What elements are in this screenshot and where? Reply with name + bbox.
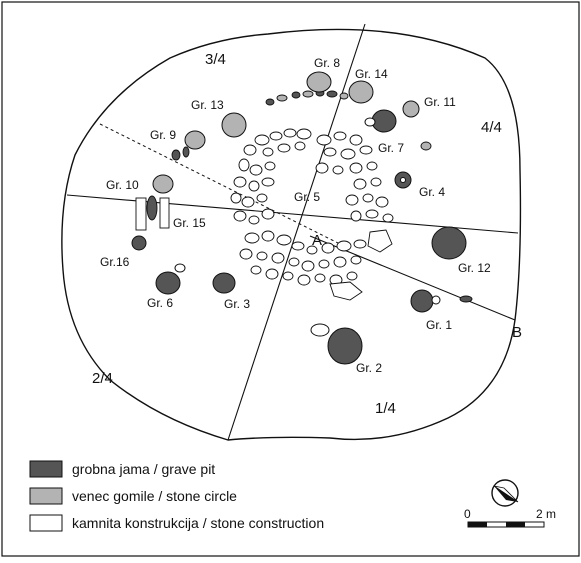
grave-label-4: Gr. 4 xyxy=(419,185,445,199)
legend-label-stone-circle: venec gomile / stone circle xyxy=(72,488,237,504)
grave-11-feature xyxy=(402,100,420,118)
grave-label-7: Gr. 7 xyxy=(378,141,404,155)
grave-label-12: Gr. 12 xyxy=(458,261,491,275)
grave-label-6: Gr. 6 xyxy=(147,296,173,310)
grave-2-stone xyxy=(310,323,330,337)
grave-7-feature xyxy=(371,109,397,133)
legend-swatch-stone-construction xyxy=(29,514,63,532)
grave-6-feature xyxy=(155,271,181,295)
point-label-a: A xyxy=(312,232,322,249)
division-line-north-south xyxy=(227,23,366,441)
dashed-line xyxy=(99,123,341,245)
legend-swatch-stone-circle xyxy=(29,487,63,505)
grave-label-13: Gr. 13 xyxy=(191,98,224,112)
legend: grobna jama / grave pit venec gomile / s… xyxy=(29,460,324,532)
grave-1-stone xyxy=(431,295,441,305)
grave-features xyxy=(131,71,467,365)
grave-label-14: Gr. 14 xyxy=(355,67,388,81)
grave-3-feature xyxy=(212,272,236,294)
legend-swatch-grave-pit xyxy=(29,460,63,478)
grave-label-5: Gr. 5 xyxy=(294,190,320,204)
grave-1-feature xyxy=(410,289,434,313)
grave-7-stone xyxy=(364,117,376,127)
grave-12-feature xyxy=(431,226,467,260)
scale-end-label: 2 m xyxy=(536,507,556,521)
scale-start-label: 0 xyxy=(464,507,471,521)
grave-14-feature xyxy=(348,80,374,104)
grave-8-feature xyxy=(306,71,332,93)
grave-label-2: Gr. 2 xyxy=(356,361,382,375)
grave-label-3: Gr. 3 xyxy=(224,297,250,311)
legend-label-stone-construction: kamnita konstrukcija / stone constructio… xyxy=(72,515,324,531)
grave-label-11: Gr. 11 xyxy=(424,95,456,109)
grave-13-feature xyxy=(221,112,247,138)
quadrant-label-1-4: 1/4 xyxy=(375,400,396,417)
point-label-b: B xyxy=(512,324,522,341)
grave-6-stone xyxy=(174,263,186,273)
grave-label-16: Gr.16 xyxy=(100,255,130,269)
grave-9-feature xyxy=(184,130,206,150)
scale-bar: 0 2 m xyxy=(464,507,556,528)
legend-label-grave-pit: grobna jama / grave pit xyxy=(72,461,215,477)
grave-4-center xyxy=(400,177,406,183)
central-stone-construction xyxy=(230,128,394,301)
grave-label-1: Gr. 1 xyxy=(426,318,452,332)
quadrant-label-3-4: 3/4 xyxy=(205,51,226,68)
north-arrow-icon xyxy=(491,479,519,507)
quadrant-label-2-4: 2/4 xyxy=(92,370,113,387)
tumulus-outline xyxy=(61,28,522,441)
grave-16-feature xyxy=(131,235,147,251)
grave-2-feature xyxy=(327,327,363,365)
grave-label-8: Gr. 8 xyxy=(314,56,340,70)
stone-circle-stones xyxy=(135,89,473,303)
grave-label-15: Gr. 15 xyxy=(173,216,206,230)
grave-label-9: Gr. 9 xyxy=(150,128,176,142)
grave-label-10: Gr. 10 xyxy=(106,178,139,192)
grave-10-feature xyxy=(152,174,174,194)
quadrant-label-4-4: 4/4 xyxy=(481,119,502,136)
